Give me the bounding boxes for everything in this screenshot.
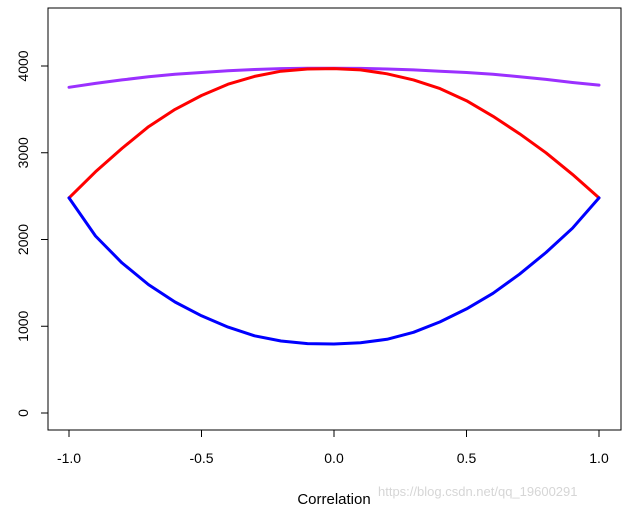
series-line-1: [67, 66, 601, 89]
watermark: https://blog.csdn.net/qq_19600291: [378, 484, 578, 499]
x-tick-label: 0.5: [457, 450, 477, 466]
y-tick-label: 3000: [15, 137, 31, 168]
series-line-2: [67, 67, 601, 200]
series-layer: [67, 66, 601, 346]
x-axis-title: Correlation: [297, 491, 370, 508]
x-tick-label: 0.0: [324, 450, 344, 466]
x-tick-label: -0.5: [189, 450, 213, 466]
x-axis: -1.0 -0.5 0.0 0.5 1.0: [57, 429, 609, 466]
y-tick-label: 0: [15, 409, 31, 417]
x-tick-label: 1.0: [589, 450, 609, 466]
y-tick-label: 2000: [15, 224, 31, 255]
plot-frame: [47, 7, 622, 431]
x-tick-label: -1.0: [57, 450, 81, 466]
y-tick-label: 1000: [15, 310, 31, 341]
y-tick-label: 4000: [15, 50, 31, 81]
y-axis: 0 1000 2000 3000 4000: [15, 50, 49, 417]
series-line-3: [67, 196, 601, 346]
